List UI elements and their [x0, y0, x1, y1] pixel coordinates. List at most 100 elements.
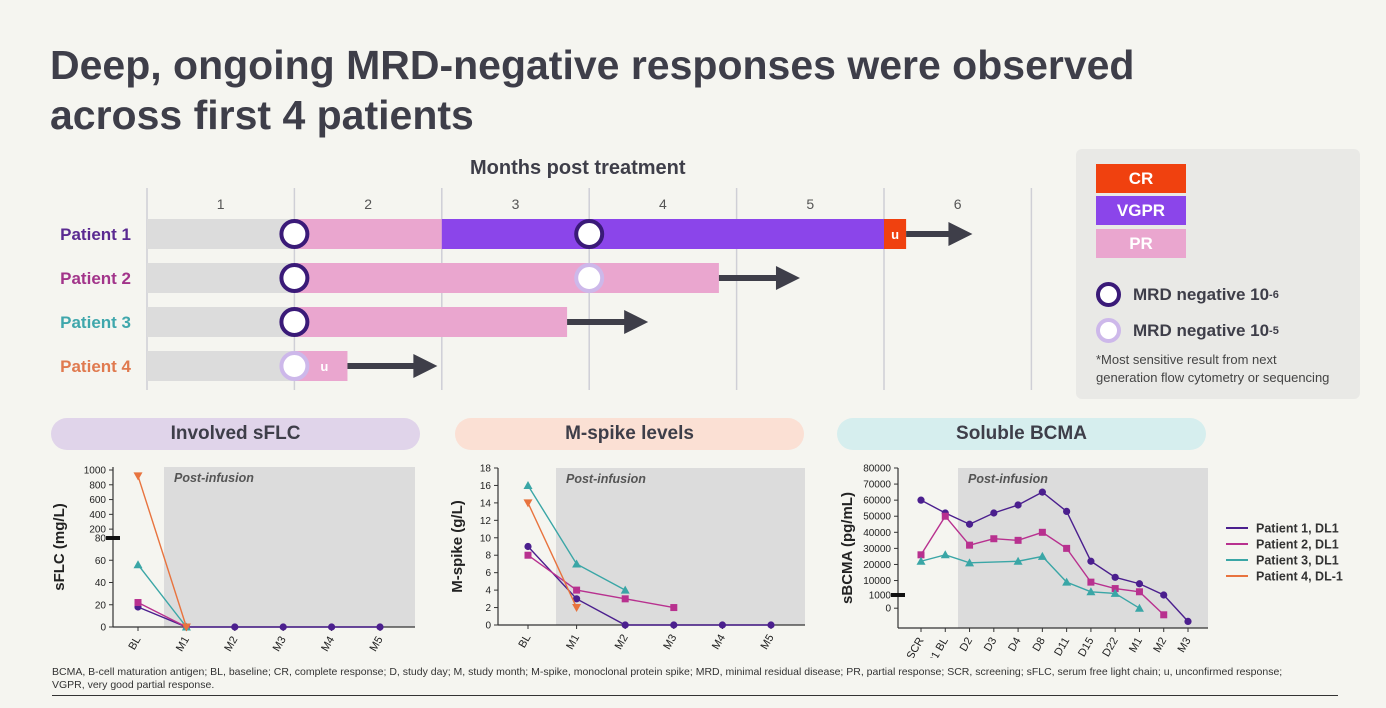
legend-mrd6-label: MRD negative 10 [1133, 284, 1270, 304]
mrd-marker-icon [574, 263, 605, 293]
y-axis-title: M-spike (g/L) [450, 500, 466, 593]
series-legend-label: Patient 3, DL1 [1256, 554, 1339, 568]
ongoing-arrow-head-icon [413, 354, 438, 378]
data-point [1110, 588, 1120, 597]
unconfirmed-label: u [891, 227, 899, 242]
response-bar-baseline [147, 263, 295, 293]
data-point [524, 542, 532, 551]
data-point [1014, 536, 1022, 544]
data-point [523, 480, 533, 489]
patient-label: Patient 3 [60, 313, 131, 332]
y-tick-label: 80 [95, 534, 107, 545]
legend-vgpr-chip: VGPR [1096, 196, 1186, 225]
response-bar-pr [294, 307, 568, 337]
series-line [137, 601, 187, 628]
month-label: 4 [659, 196, 667, 212]
data-point [990, 509, 998, 517]
x-tick-label: M2 [613, 633, 631, 652]
y-tick-label: 18 [480, 464, 492, 475]
x-tick-label: D3 [982, 636, 999, 654]
data-point [1086, 587, 1096, 596]
legend-mrd6: MRD negative 10 -6 [1096, 282, 1279, 307]
data-point [1111, 585, 1119, 593]
y-tick-label: 60000 [863, 496, 891, 507]
series-legend-label: Patient 1, DL1 [1256, 522, 1339, 536]
y-tick-label: 12 [480, 516, 492, 527]
month-label: 5 [806, 196, 814, 212]
y-tick-label: 600 [89, 495, 106, 506]
mspike-panel-title: M-spike levels [455, 418, 804, 450]
data-point [1063, 544, 1071, 552]
footer-divider [52, 695, 1338, 696]
data-point [670, 621, 678, 629]
timeline-chart: 1 2 3 4 5 6 Patient 1 u Patient 2 Patient 3 Patien… [60, 188, 1033, 390]
mrd5-ring-icon [1096, 318, 1121, 343]
legend-pr-chip: PR [1096, 229, 1186, 258]
post-infusion-label: Post-infusion [968, 472, 1048, 486]
month-label: 1 [217, 196, 225, 212]
data-point [572, 604, 582, 613]
legend-mrd5: MRD negative 10 -5 [1096, 318, 1279, 343]
series-legend-label: Patient 4, DL-1 [1256, 570, 1343, 584]
x-tick-label: D11 [1052, 636, 1072, 659]
mrd-marker-icon [279, 351, 310, 381]
data-point [941, 512, 949, 520]
series-line [527, 554, 674, 609]
x-tick-label: M5 [368, 635, 386, 654]
x-tick-label: M1 [174, 635, 192, 654]
x-tick-label: M1 [564, 633, 582, 652]
x-tick-label: D4 [1006, 636, 1023, 654]
y-tick-label: 8 [485, 551, 491, 562]
data-point [621, 595, 629, 603]
patient-label: Patient 4 [60, 357, 131, 376]
data-point [1063, 507, 1071, 516]
post-infusion-region [958, 468, 1208, 628]
y-tick-label: 0 [485, 621, 491, 632]
y-tick-label: 20000 [863, 560, 891, 571]
legend-mrd5-exp: -5 [1269, 324, 1279, 337]
x-tick-label: M5 [759, 633, 777, 652]
data-point [718, 621, 726, 629]
legend-mrd6-exp: -6 [1269, 288, 1279, 301]
data-point [620, 585, 630, 594]
y-tick-label: 20 [95, 600, 107, 611]
y-tick-label: 4 [485, 586, 491, 597]
y-tick-label: 0 [100, 623, 106, 634]
x-tick-label: SCR [905, 635, 927, 658]
page-title: Deep, ongoing MRD-negative responses wer… [50, 42, 1135, 138]
legend-cr-label: CR [1128, 169, 1154, 188]
response-bar-baseline [147, 351, 295, 381]
series-legend-label: Patient 2, DL1 [1256, 538, 1339, 552]
data-point [917, 496, 925, 504]
data-point [1135, 580, 1144, 588]
data-point [1087, 578, 1095, 586]
data-point [376, 623, 384, 631]
x-tick-label: D8 [1031, 636, 1048, 654]
mrd-marker-icon [279, 307, 310, 337]
mrd-marker-icon [279, 263, 310, 293]
series-line [920, 491, 1189, 622]
data-point [572, 559, 582, 568]
data-point [134, 599, 142, 607]
mspike-chart: Post-infusion 0 2 4 6 8 10 12 14 16 18 M-spike (g/L… [450, 464, 805, 652]
x-tick-label: D22 [1100, 636, 1120, 659]
y-tick-label: 50000 [863, 512, 891, 523]
ongoing-arrow-head-icon [948, 222, 973, 246]
footnote: BCMA, B-cell maturation antigen; BL, bas… [52, 666, 1283, 691]
response-bar-pr [294, 219, 442, 249]
x-tick-label: D15 [1076, 636, 1096, 659]
data-point [1135, 588, 1143, 596]
x-tick-label: M3 [1176, 636, 1194, 655]
data-point [1160, 611, 1168, 619]
data-point [1160, 591, 1168, 599]
y-tick-label: 14 [480, 498, 492, 509]
data-point [524, 551, 532, 559]
month-label: 6 [954, 196, 962, 212]
y-tick-label: 1000 [84, 466, 107, 477]
legend-note-line2: generation flow cytometry or sequencing [1096, 370, 1330, 385]
legend-note-line1: *Most sensitive result from next [1096, 352, 1277, 367]
legend-cr-chip: CR [1096, 164, 1186, 193]
series-line [527, 502, 578, 608]
data-point [965, 558, 975, 567]
